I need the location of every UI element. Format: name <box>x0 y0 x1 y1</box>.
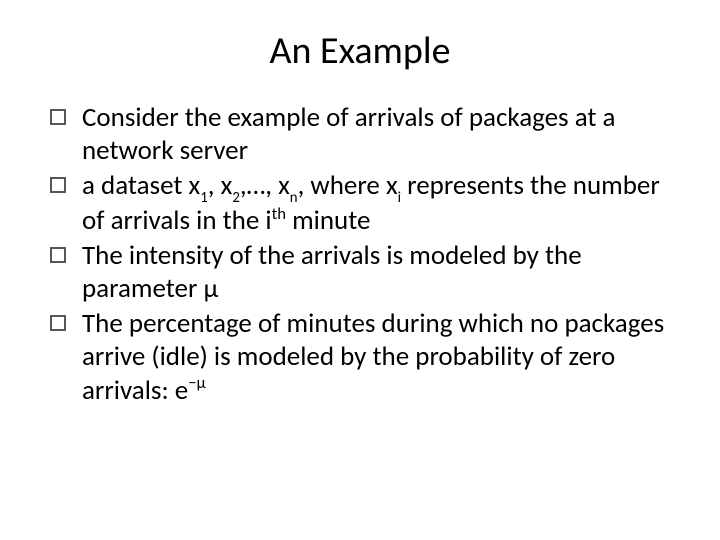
subscript: 1 <box>200 188 208 206</box>
subscript: 2 <box>232 188 240 206</box>
bullet-square-icon <box>50 315 66 331</box>
bullet-text: a dataset x1, x2,…, xn, where xi represe… <box>82 169 660 238</box>
bullet-square-icon <box>50 247 66 263</box>
list-item: The percentage of minutes during which n… <box>50 308 670 408</box>
list-item: a dataset x1, x2,…, xn, where xi represe… <box>50 170 670 238</box>
list-item: Consider the example of arrivals of pack… <box>50 102 670 168</box>
bullet-square-icon <box>50 109 66 125</box>
bullet-text: The percentage of minutes during which n… <box>82 307 664 407</box>
bullet-list: Consider the example of arrivals of pack… <box>50 102 670 408</box>
slide-title: An Example <box>50 28 670 74</box>
slide-body: An Example Consider the example of arriv… <box>0 0 720 540</box>
superscript: th <box>272 204 286 224</box>
subscript: i <box>398 188 401 206</box>
subscript: n <box>290 188 298 206</box>
superscript: −μ <box>188 373 206 393</box>
list-item: The intensity of the arrivals is modeled… <box>50 240 670 306</box>
bullet-text: Consider the example of arrivals of pack… <box>82 101 615 167</box>
bullet-square-icon <box>50 177 66 193</box>
bullet-text: The intensity of the arrivals is modeled… <box>82 239 582 305</box>
